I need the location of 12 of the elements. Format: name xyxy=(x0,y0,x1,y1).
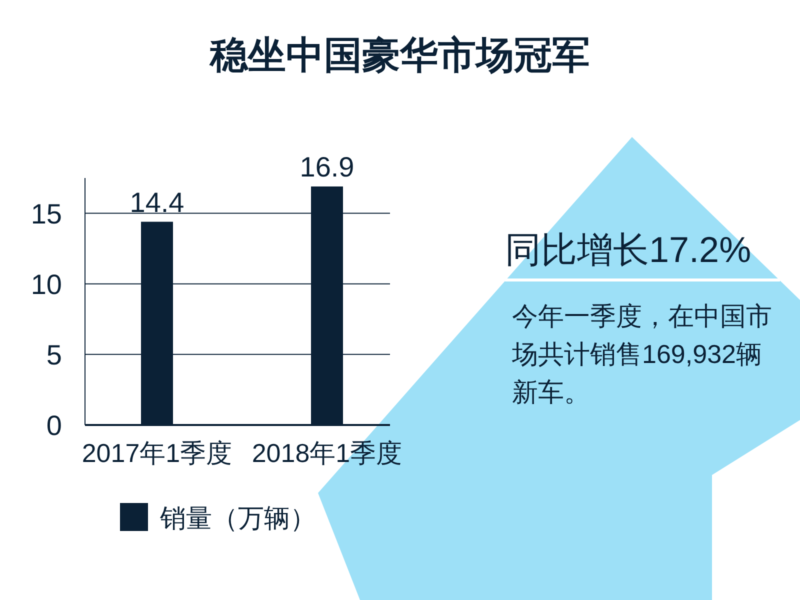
data-label: 14.4 xyxy=(130,186,184,218)
y-tick-label: 0 xyxy=(46,410,62,441)
text: 同比增长17.2% xyxy=(505,229,752,270)
x-tick-label: 2018年1季度 xyxy=(252,438,402,468)
data-label: 16.9 xyxy=(300,151,354,182)
x-tick-label: 2017年1季度 xyxy=(82,438,232,468)
y-tick-label: 5 xyxy=(46,339,62,370)
y-tick-label: 15 xyxy=(30,198,62,230)
chart-title: 稳坐中国豪华市场冠军 xyxy=(209,34,590,77)
legend-label: 销量（万辆） xyxy=(159,503,316,533)
y-tick-label: 10 xyxy=(30,268,62,300)
text: 今年一季度，在中国市场共计销售169,932辆新车。 xyxy=(511,301,772,407)
